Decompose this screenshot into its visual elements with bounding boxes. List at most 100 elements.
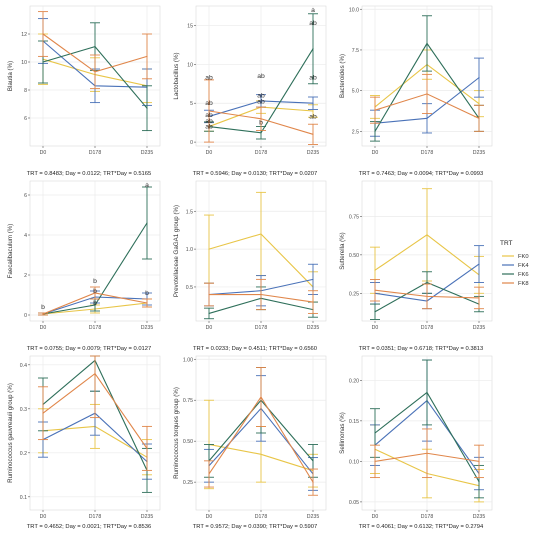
y-tick-label: 1.00 [183,357,193,363]
y-axis-label: Prevotellaceae GaGA1 group (%) [173,205,180,297]
data-point [42,412,44,414]
panel: 2.5 5.0 7.5 10.0 D0 D178 D235 Bacteroides (%) TR… [339,5,493,177]
y-tick-label: 1.0 [186,247,193,253]
data-point [94,292,96,294]
legend-entry: FK6 [518,272,529,278]
data-point [374,109,376,111]
y-axis-label: Lactobacillus (%) [173,52,180,99]
x-tick-label: D235 [473,325,486,331]
data-point [312,460,314,462]
data-point [374,460,376,462]
y-tick-label: 0.3 [20,407,27,413]
panel: 6 8 10 12 D0 D178 D235 Blautia (%) TRT = 0.8483;… [7,5,161,177]
data-point [42,313,44,315]
data-point [42,61,44,63]
data-point [478,117,480,119]
y-tick-label: 0.4 [20,363,27,369]
data-point [426,281,428,284]
y-axis-label: Faecalibaculum (%) [7,224,14,279]
x-tick-label: D0 [40,150,47,156]
y-tick-label: 5.0 [352,89,359,95]
significance-letter: ab [205,112,213,119]
x-tick-label: D235 [141,325,154,331]
significance-letter: ab [257,99,265,106]
x-tick-label: D178 [421,325,434,331]
data-point [312,301,314,303]
data-point [146,55,148,58]
data-point [208,110,210,112]
y-tick-label: 7.5 [352,48,359,54]
data-point [42,33,44,35]
panel: 0.05 0.10 0.15 0.20 D0 D178 D235 Sellimonas (%)… [339,355,493,530]
x-tick-label: D178 [421,514,434,520]
legend: TRT FK0 FK4 FK6 FK8 [500,240,529,287]
y-tick-label: 0.75 [183,398,193,404]
significance-letter: ab [309,113,317,120]
data-point [208,293,210,296]
data-point [426,452,428,454]
significance-letter: ab [257,73,265,80]
data-point [374,269,376,271]
y-tick-label: 12 [21,32,27,38]
data-point [146,222,148,224]
legend-entry: FK0 [518,254,529,260]
y-tick-label: 4 [24,233,27,239]
data-point [260,453,262,455]
stats-caption: TRT = 0.0755; Day = 0.0079; TRT*Day = 0.… [27,346,151,352]
data-point [374,311,376,313]
y-axis-label: Sellimonas (%) [339,412,346,454]
stats-caption: TRT = 0.8483; Day = 0.0122; TRT*Day = 0.… [27,171,151,177]
y-axis-label: Bacteroides (%) [339,54,346,98]
y-tick-label: 1.5 [186,209,193,215]
x-tick-label: D0 [372,514,379,520]
data-point [478,103,480,105]
x-tick-label: D178 [255,150,268,156]
legend-title: TRT [500,240,513,247]
stats-caption: TRT = 0.5946; Day = 0.0130; TRT*Day = 0.… [193,171,317,177]
legend-entry: FK8 [518,281,529,287]
x-tick-label: D0 [372,325,379,331]
significance-letter: a [145,182,149,189]
data-point [208,312,210,315]
significance-letter: b [93,278,97,285]
y-tick-label: 2 [24,273,27,279]
x-tick-label: D178 [89,514,102,520]
significance-letter: b [145,290,149,297]
data-point [146,447,148,449]
y-tick-label: 15 [187,23,193,29]
y-tick-label: 0.10 [349,459,359,465]
x-tick-label: D178 [89,325,102,331]
x-tick-label: D235 [141,150,154,156]
y-tick-label: 0.20 [349,378,359,384]
data-point [478,77,480,79]
x-tick-label: D0 [40,514,47,520]
significance-letter: ab [205,100,213,107]
data-point [426,234,428,236]
x-tick-label: D235 [141,514,154,520]
stats-caption: TRT = 0.0233; Day = 0.4511; TRT*Day = 0.… [193,346,317,352]
data-point [478,263,480,265]
y-tick-label: 0.75 [349,214,359,220]
significance-letter: ab [309,75,317,82]
x-tick-label: D0 [206,325,213,331]
stats-caption: TRT = 0.4652; Day = 0.0021; TRT*Day = 0.… [27,524,151,530]
y-tick-label: 0.1 [20,495,27,501]
x-tick-label: D178 [421,150,434,156]
data-point [312,133,314,135]
significance-letter: ab [309,20,317,27]
y-tick-label: 0.25 [349,291,359,297]
x-tick-label: D235 [473,150,486,156]
x-tick-label: D0 [372,150,379,156]
data-point [260,293,262,296]
data-point [94,46,96,48]
data-point [426,117,428,119]
panel-grid: 6 8 10 12 D0 D178 D235 Blautia (%) TRT = 0.8483;… [7,5,493,530]
y-tick-label: 6 [24,116,27,122]
data-point [260,100,262,102]
data-point [374,289,376,291]
data-point [260,132,262,134]
data-point [312,48,314,50]
data-point [146,107,148,109]
y-axis-label: Sutterella (%) [339,232,346,269]
